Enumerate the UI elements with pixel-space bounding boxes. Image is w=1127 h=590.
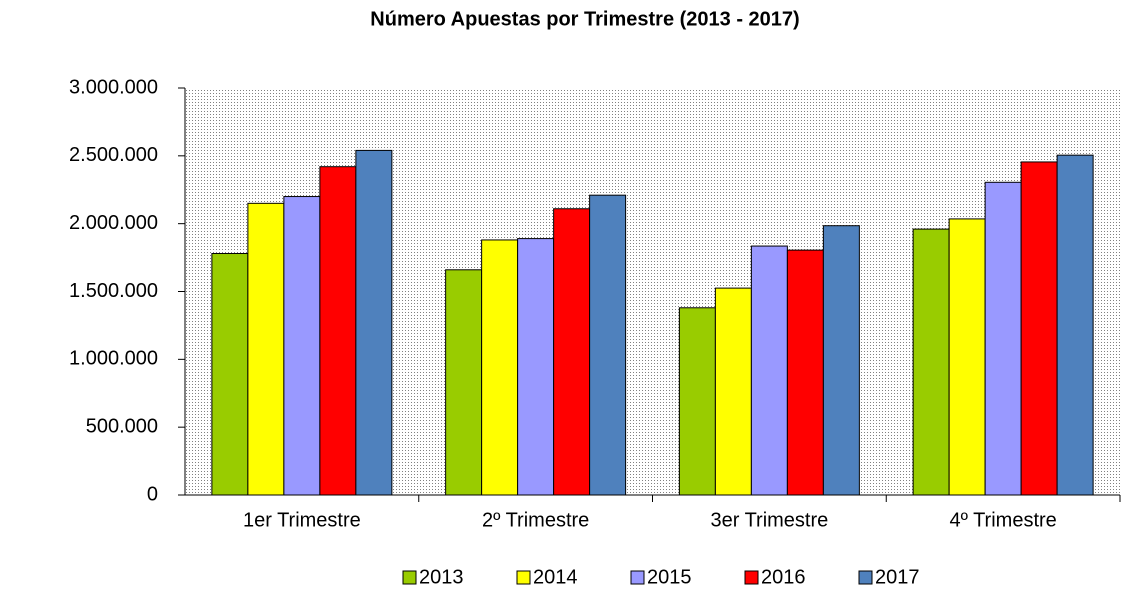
y-tick-label: 2.000.000 xyxy=(69,212,158,234)
x-tick-label: 3er Trimestre xyxy=(710,509,828,531)
y-tick-label: 2.500.000 xyxy=(69,144,158,166)
legend-swatch xyxy=(402,570,417,585)
bar xyxy=(1020,161,1058,496)
legend-label: 2015 xyxy=(647,566,692,588)
bar xyxy=(678,307,716,496)
legend-label: 2013 xyxy=(419,566,464,588)
bar xyxy=(912,228,950,496)
legend-label: 2014 xyxy=(533,566,578,588)
x-tick-label: 1er Trimestre xyxy=(243,509,361,531)
bar xyxy=(553,208,591,496)
y-tick-label: 500.000 xyxy=(86,415,158,437)
bar xyxy=(948,218,986,496)
x-tick-label: 2º Trimestre xyxy=(482,509,589,531)
legend-label: 2017 xyxy=(875,566,920,588)
y-tick-label: 0 xyxy=(147,483,158,505)
chart-title: Número Apuestas por Trimestre (2013 - 20… xyxy=(370,8,799,30)
legend-swatch xyxy=(858,570,873,585)
bar xyxy=(445,269,483,496)
bar xyxy=(517,238,555,496)
x-tick-label: 4º Trimestre xyxy=(949,509,1056,531)
bar xyxy=(822,225,860,496)
legend-label: 2016 xyxy=(761,566,806,588)
bar xyxy=(714,287,752,496)
bar xyxy=(786,249,824,496)
legend-swatch xyxy=(630,570,645,585)
bar xyxy=(319,166,357,496)
bar xyxy=(283,196,321,496)
y-tick-label: 1.000.000 xyxy=(69,348,158,370)
bar xyxy=(247,202,285,496)
bar xyxy=(355,149,393,496)
legend-swatch xyxy=(744,570,759,585)
bar xyxy=(1056,154,1094,496)
bar xyxy=(481,239,519,496)
y-tick-label: 1.500.000 xyxy=(69,280,158,302)
legend-swatch xyxy=(516,570,531,585)
bar xyxy=(984,181,1022,496)
y-tick-label: 3.000.000 xyxy=(69,76,158,98)
bar xyxy=(589,194,627,496)
bar xyxy=(211,253,249,496)
bar xyxy=(750,245,788,496)
